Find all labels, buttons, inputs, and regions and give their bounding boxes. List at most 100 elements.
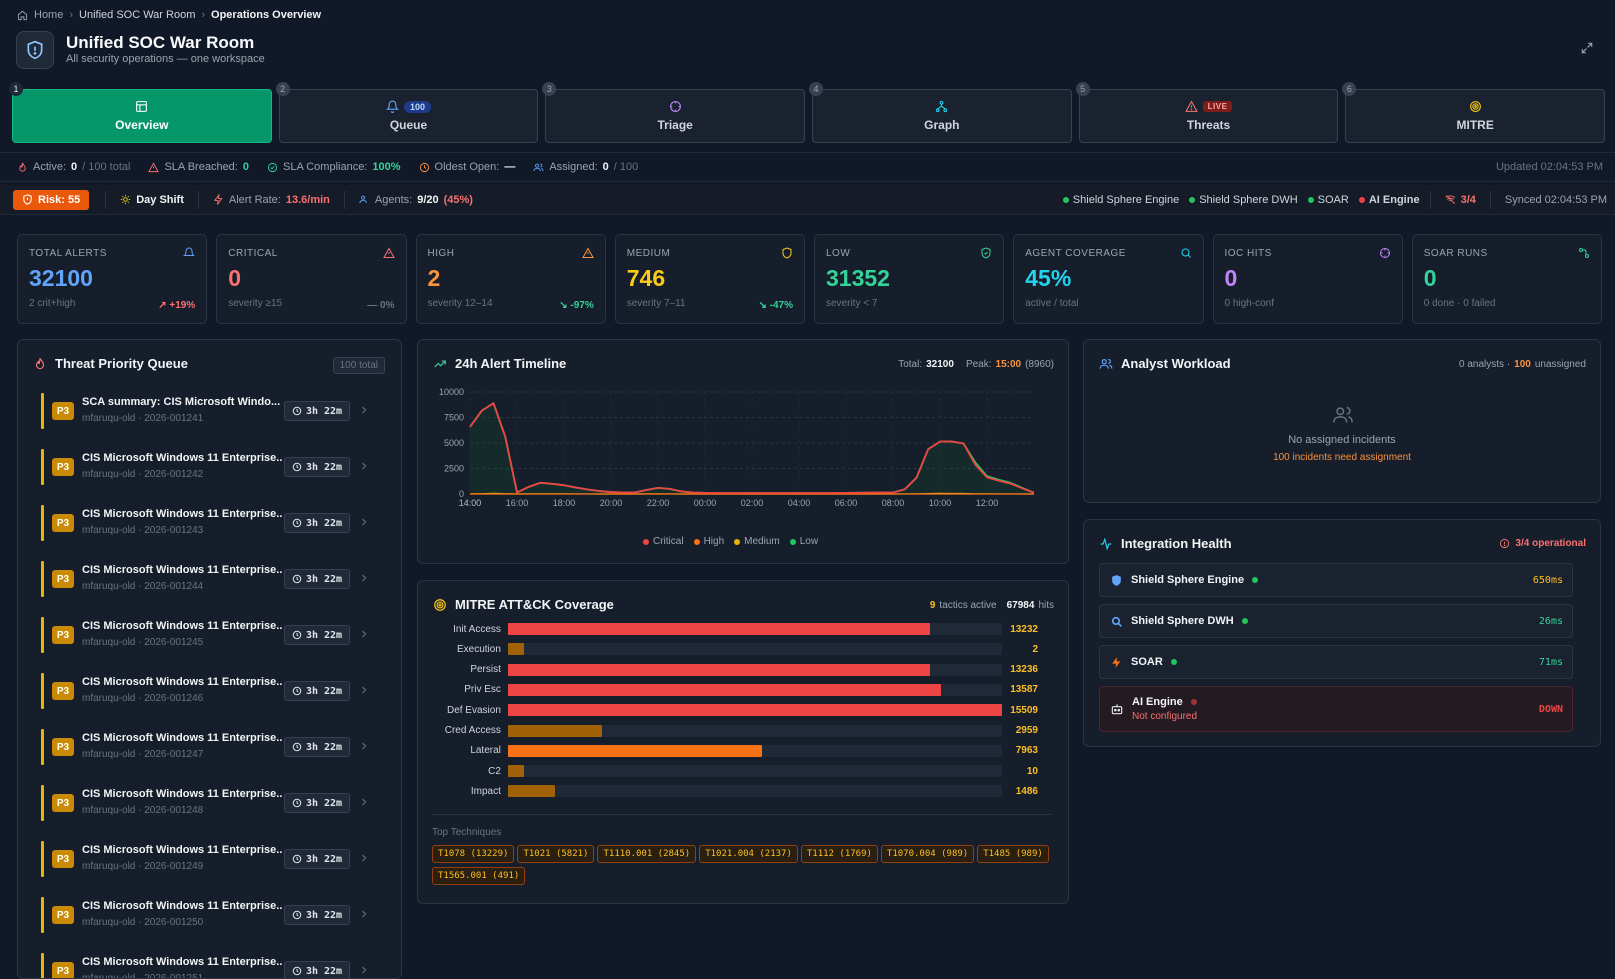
technique-chip[interactable]: T1565.001 (491)	[432, 867, 526, 885]
shift-indicator: Day Shift	[105, 190, 198, 209]
queue-item[interactable]: P3 CIS Microsoft Windows 11 Enterprise...…	[41, 505, 373, 541]
kpi-agent-coverage[interactable]: AGENT COVERAGE 45% active / total	[1013, 234, 1204, 324]
kpi-ioc-hits[interactable]: IOC HITS 0 0 high-conf	[1212, 234, 1403, 324]
chevron-right-icon[interactable]	[358, 740, 370, 752]
sun-icon	[121, 194, 131, 205]
tab-mitre[interactable]: 6 MITRE	[1342, 82, 1606, 143]
mitre-tactic-row[interactable]: Cred Access 2959	[432, 724, 1038, 738]
integration-row-dwh[interactable]: Shield Sphere DWH 26ms	[1099, 604, 1573, 638]
chevron-right-icon[interactable]	[358, 908, 370, 920]
integration-row-soar[interactable]: SOAR 71ms	[1099, 645, 1573, 679]
integration-row-engine[interactable]: Shield Sphere Engine 650ms	[1099, 563, 1573, 597]
assigned-stat: Assigned: 0/ 100	[533, 161, 638, 173]
legend-item[interactable]: Low	[789, 536, 818, 547]
technique-chip[interactable]: T1112 (1769)	[800, 845, 878, 863]
technique-chip[interactable]: T1485 (989)	[977, 845, 1049, 863]
tab-overview[interactable]: 1 Overview	[9, 82, 272, 143]
tactic-bar	[507, 785, 556, 798]
robot-icon	[1111, 704, 1123, 715]
clock-icon	[292, 854, 302, 864]
alert-meta: mfaruqu-old · 2026-001249	[82, 861, 204, 872]
age-badge: 3h 22m	[284, 793, 350, 813]
legend-item[interactable]: Critical	[643, 536, 684, 547]
shield-logo	[16, 31, 54, 69]
chevron-right-icon[interactable]	[358, 572, 370, 584]
mitre-tactic-row[interactable]: Impact 1486	[432, 784, 1038, 798]
priority-badge: P3	[52, 738, 74, 756]
queue-item[interactable]: P3 CIS Microsoft Windows 11 Enterprise...…	[41, 729, 373, 765]
chevron-right-icon[interactable]	[358, 516, 370, 528]
kpi-critical[interactable]: CRITICAL 0 severity ≥15 — 0%	[216, 234, 407, 324]
queue-item[interactable]: P3 CIS Microsoft Windows 11 Enterprise...…	[41, 841, 373, 877]
alert-triangle-icon	[581, 247, 594, 258]
tab-queue[interactable]: 2 100 Queue	[275, 82, 539, 143]
workload-panel: Analyst Workload 0 analysts · 100 unassign…	[1083, 339, 1601, 503]
breadcrumb-war-room[interactable]: Unified SOC War Room	[79, 9, 196, 21]
queue-item[interactable]: P3 SCA summary: CIS Microsoft Windo... mfa…	[41, 393, 373, 429]
panel-title: Threat Priority Queue	[33, 356, 188, 371]
tab-triage[interactable]: 3 Triage	[542, 82, 806, 143]
tab-label: MITRE	[1456, 118, 1494, 132]
queue-item[interactable]: P3 CIS Microsoft Windows 11 Enterprise...…	[41, 673, 373, 709]
synced-timestamp: Synced 02:04:53 PM	[1489, 190, 1615, 209]
kpi-soar-runs[interactable]: SOAR RUNS 0 0 done · 0 failed	[1411, 234, 1602, 324]
tactic-count: 13232	[1010, 623, 1038, 635]
technique-chip[interactable]: T1110.001 (2845)	[597, 845, 697, 863]
chevron-right-icon[interactable]	[358, 796, 370, 808]
chevron-right-icon[interactable]	[358, 628, 370, 640]
tab-graph[interactable]: 4 Graph	[809, 82, 1072, 143]
technique-chip[interactable]: T1021.004 (2137)	[699, 845, 798, 863]
mitre-tactic-row[interactable]: Lateral 7963	[432, 744, 1038, 758]
queue-item[interactable]: P3 CIS Microsoft Windows 11 Enterprise...…	[41, 897, 373, 933]
breadcrumb-home[interactable]: Home	[34, 9, 64, 21]
tab-label: Graph	[924, 118, 960, 132]
queue-item[interactable]: P3 CIS Microsoft Windows 11 Enterprise...…	[41, 449, 373, 485]
priority-bar	[41, 393, 44, 429]
tactic-track	[507, 623, 1003, 635]
mitre-tactic-row[interactable]: Init Access 13232	[432, 622, 1038, 636]
kpi-medium[interactable]: MEDIUM 746 severity 7–11 ↘ -47%	[614, 234, 805, 324]
legend-item[interactable]: High	[693, 536, 724, 547]
priority-bar	[41, 897, 44, 933]
chevron-right-icon[interactable]	[358, 964, 370, 976]
queue-item[interactable]: P3 CIS Microsoft Windows 11 Enterprise...…	[41, 785, 373, 821]
technique-chip[interactable]: T1070.004 (989)	[880, 845, 975, 863]
technique-chip[interactable]: T1078 (13229)	[432, 845, 515, 863]
integration-row-ai-engine[interactable]: AI Engine Not configured DOWN	[1099, 686, 1573, 732]
fullscreen-button[interactable]	[1580, 41, 1594, 55]
mitre-tactic-row[interactable]: Def Evasion 15509	[432, 703, 1038, 717]
alert-meta: mfaruqu-old · 2026-001246	[82, 693, 204, 704]
status-dot	[1307, 196, 1314, 203]
mitre-tactic-row[interactable]: C2 10	[432, 764, 1038, 778]
chevron-right-icon[interactable]	[358, 460, 370, 472]
technique-chips: T1078 (13229) T1021 (5821) T1110.001 (2845…	[432, 845, 1052, 889]
age-badge: 3h 22m	[284, 625, 350, 645]
age-badge: 3h 22m	[284, 681, 350, 701]
bell-icon	[183, 247, 196, 256]
chevron-right-icon[interactable]	[358, 684, 370, 696]
queue-item[interactable]: P3 CIS Microsoft Windows 11 Enterprise...…	[41, 617, 373, 653]
assignment-warning[interactable]: 100 incidents need assignment	[1273, 452, 1411, 463]
tab-threats[interactable]: 5 LIVE Threats	[1075, 82, 1339, 143]
mitre-tactic-row[interactable]: Persist 13236	[432, 663, 1038, 677]
chevron-right-icon[interactable]	[358, 404, 370, 416]
panel-title: MITRE ATT&CK Coverage	[433, 597, 614, 612]
status-dot	[1189, 196, 1196, 203]
x-tick-label: 04:00	[788, 498, 811, 508]
queue-item[interactable]: P3 CIS Microsoft Windows 11 Enterprise...…	[41, 953, 373, 978]
risk-badge[interactable]: Risk: 55	[13, 189, 90, 210]
legend-item[interactable]: Medium	[734, 536, 780, 547]
kpi-high[interactable]: HIGH 2 severity 12–14 ↘ -97%	[415, 234, 606, 324]
empty-state-text: No assigned incidents	[1288, 434, 1396, 446]
queue-item[interactable]: P3 CIS Microsoft Windows 11 Enterprise...…	[41, 561, 373, 597]
tab-label: Overview	[115, 118, 169, 132]
kpi-total-alerts[interactable]: TOTAL ALERTS 32100 2 crit+high ↗ +19%	[17, 234, 208, 324]
mitre-tactic-row[interactable]: Execution 2	[432, 642, 1038, 656]
kpi-low[interactable]: LOW 31352 severity < 7	[814, 234, 1005, 324]
alert-title: CIS Microsoft Windows 11 Enterprise...	[82, 788, 282, 800]
oldest-open-stat: Oldest Open: —	[419, 161, 515, 173]
mitre-tactic-row[interactable]: Priv Esc 13587	[432, 683, 1038, 697]
chevron-right-icon[interactable]	[358, 852, 370, 864]
technique-chip[interactable]: T1021 (5821)	[517, 845, 595, 863]
tactic-label: Def Evasion	[446, 704, 501, 716]
